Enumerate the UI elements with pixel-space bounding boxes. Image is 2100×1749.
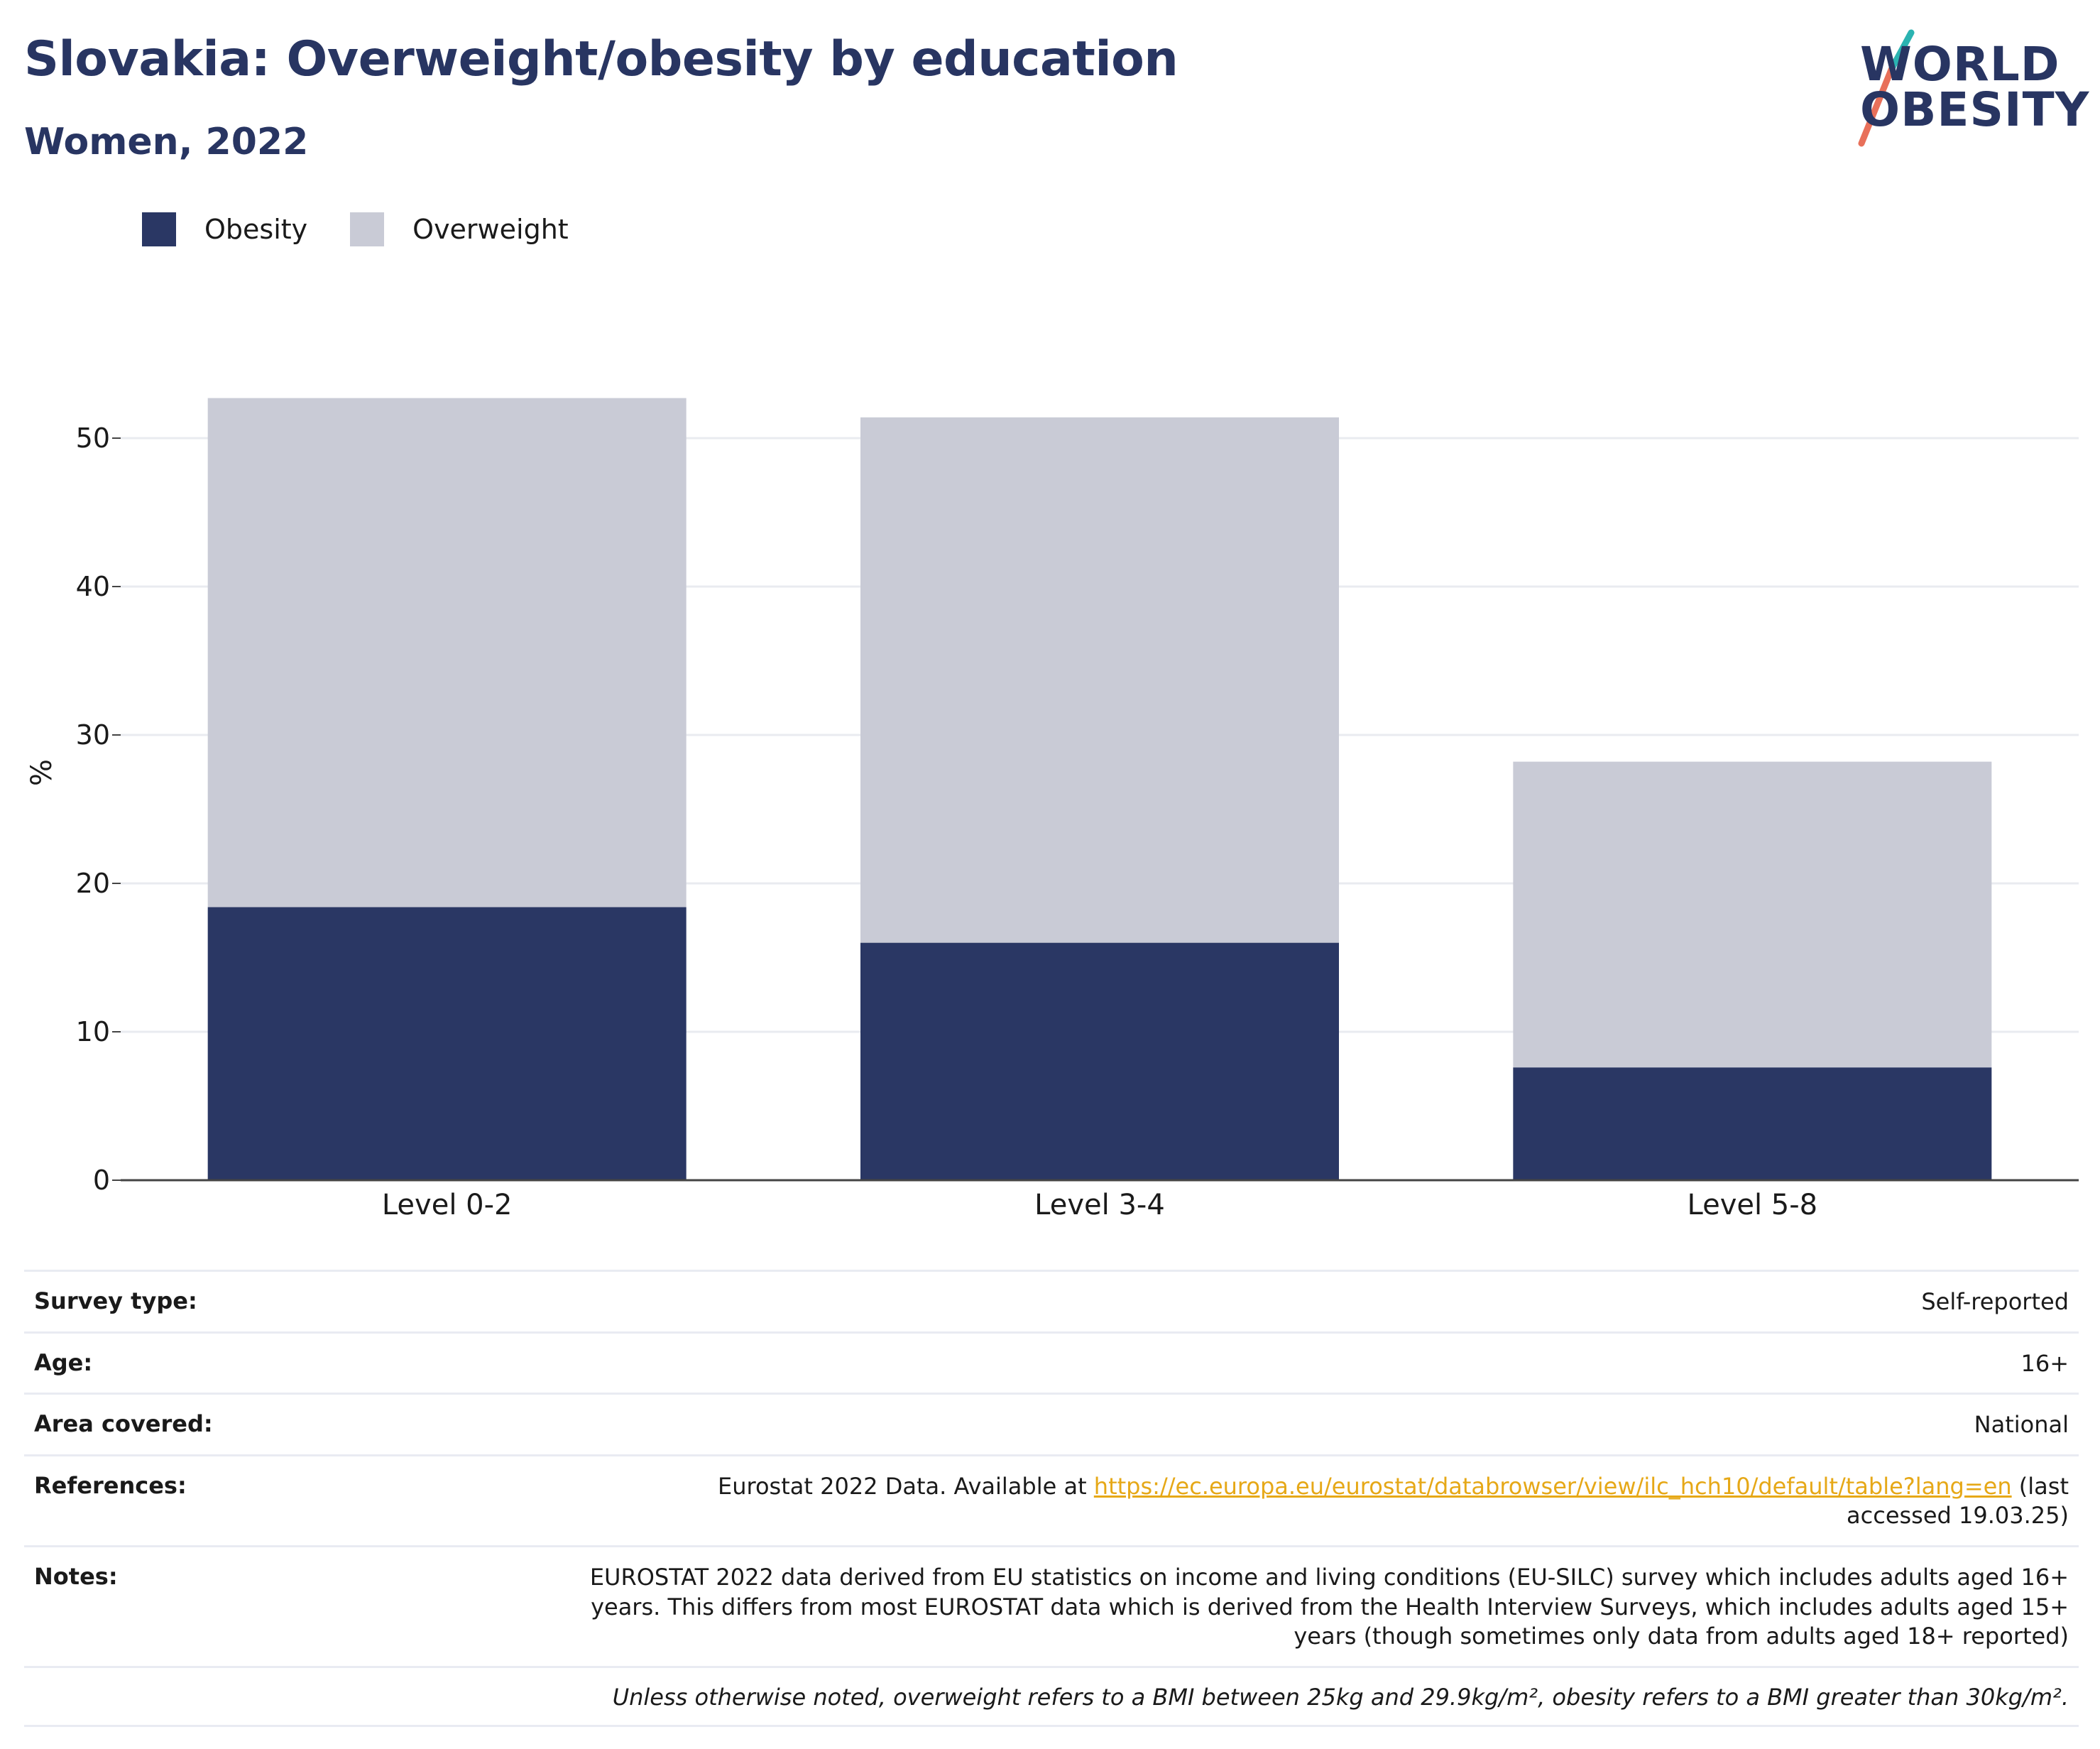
bar-chart: 0 10 20 30 40 50% Level 0-2 Level 3-4 Level 5-8 bbox=[26, 398, 2079, 1221]
y-tick-label-40: 40 bbox=[76, 571, 110, 602]
reference-prefix: Eurostat 2022 Data. Available at bbox=[718, 1472, 1094, 1500]
reference-link[interactable]: https://ec.europa.eu/eurostat/databrowse… bbox=[1093, 1472, 2012, 1500]
legend-item-obesity[interactable]: Obesity bbox=[142, 212, 307, 246]
legend-item-overweight[interactable]: Overweight bbox=[350, 212, 569, 246]
y-tick-label-20: 20 bbox=[76, 868, 110, 899]
logo-obesity-text: OBESITY bbox=[1860, 82, 2090, 137]
info-row-area: Area covered: National bbox=[24, 1393, 2079, 1454]
info-key-age: Age: bbox=[34, 1348, 93, 1376]
bar-overweight-1 bbox=[207, 398, 687, 908]
x-tick-label-2: Level 3-4 bbox=[1034, 1189, 1165, 1221]
bar-obesity-2 bbox=[860, 942, 1339, 1180]
x-tick-label-1: Level 0-2 bbox=[382, 1189, 513, 1221]
logo-slash-icon bbox=[1858, 29, 1915, 147]
bar-overweight-3 bbox=[1513, 761, 1992, 1068]
y-tick-label-50: 50 bbox=[76, 423, 110, 454]
info-row-notes: Notes: EUROSTAT 2022 data derived from E… bbox=[24, 1544, 2079, 1666]
info-row-survey-type: Survey type: Self-reported bbox=[24, 1270, 2079, 1331]
bar-obesity-3 bbox=[1513, 1067, 1992, 1180]
chart-legend: Obesity Overweight bbox=[142, 212, 611, 247]
info-table: Survey type: Self-reported Age: 16+ Area… bbox=[24, 1270, 2079, 1727]
world-obesity-logo: WORLD OBESITY bbox=[1846, 28, 2090, 149]
info-row-age: Age: 16+ bbox=[24, 1331, 2079, 1393]
bmi-definition-note: Unless otherwise noted, overweight refer… bbox=[612, 1683, 2069, 1711]
legend-swatch-overweight bbox=[350, 212, 385, 246]
info-key-survey-type: Survey type: bbox=[34, 1287, 197, 1314]
info-value-area: National bbox=[1974, 1411, 2069, 1439]
info-row-definition: Unless otherwise noted, overweight refer… bbox=[24, 1665, 2079, 1727]
page-subtitle: Women, 2022 bbox=[24, 121, 309, 163]
info-key-notes: Notes: bbox=[34, 1562, 118, 1590]
legend-label-obesity: Obesity bbox=[204, 214, 308, 245]
bars bbox=[207, 398, 1992, 1180]
y-tick-label-0: 0 bbox=[93, 1165, 110, 1196]
axes: 0 10 20 30 40 50% Level 0-2 Level 3-4 Level 5-8 bbox=[26, 423, 2079, 1221]
info-value-survey-type: Self-reported bbox=[1921, 1288, 2069, 1315]
x-tick-label-3: Level 5-8 bbox=[1688, 1189, 1818, 1221]
logo-world-text: WORLD bbox=[1860, 37, 2060, 92]
info-value-references: Eurostat 2022 Data. Available at https:/… bbox=[649, 1472, 2069, 1531]
info-value-notes: EUROSTAT 2022 data derived from EU stati… bbox=[589, 1563, 2069, 1650]
bar-overweight-2 bbox=[860, 417, 1339, 943]
reference-suffix: (last accessed 19.03.25) bbox=[1847, 1472, 2069, 1530]
y-tick-label-30: 30 bbox=[76, 719, 110, 751]
info-row-references: References: Eurostat 2022 Data. Availabl… bbox=[24, 1454, 2079, 1545]
y-tick-label-10: 10 bbox=[76, 1016, 110, 1047]
y-axis-label: % bbox=[26, 759, 58, 786]
info-key-references: References: bbox=[34, 1471, 187, 1499]
bar-obesity-1 bbox=[207, 907, 687, 1180]
legend-label-overweight: Overweight bbox=[412, 214, 569, 245]
legend-swatch-obesity bbox=[142, 212, 176, 246]
info-key-area: Area covered: bbox=[34, 1410, 213, 1438]
info-value-age: 16+ bbox=[2020, 1349, 2069, 1377]
page-title: Slovakia: Overweight/obesity by educatio… bbox=[24, 31, 1178, 87]
